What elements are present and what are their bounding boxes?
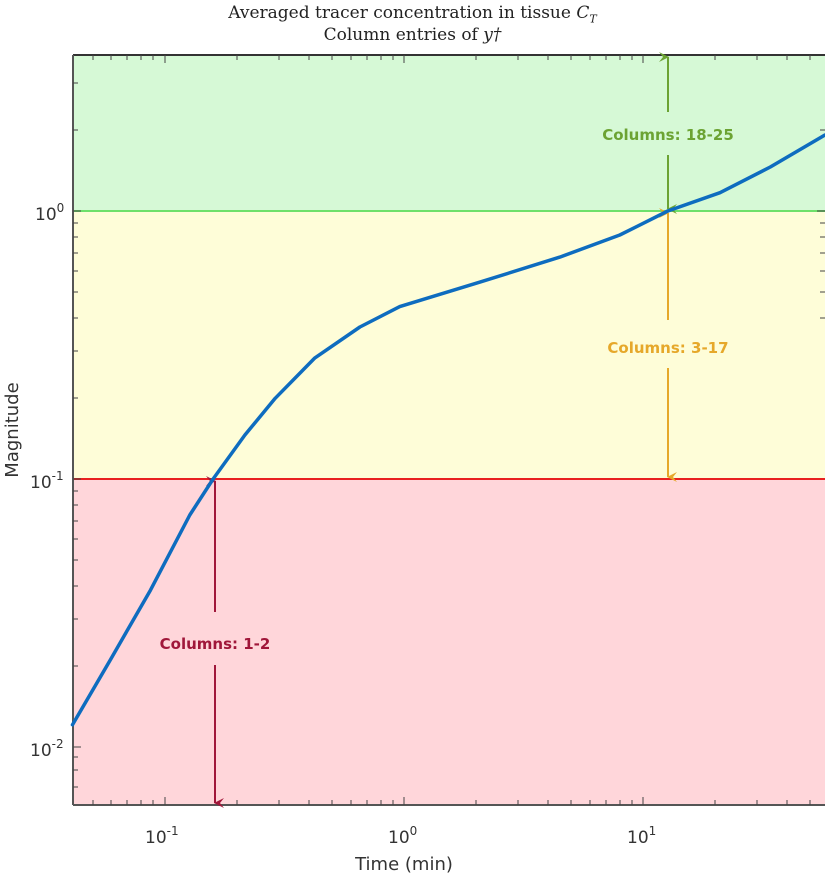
svg-text:Columns: 3-17: Columns: 3-17 — [607, 339, 728, 357]
axes — [72, 54, 825, 806]
svg-text:Columns: 18-25: Columns: 18-25 — [602, 126, 734, 144]
x-ticks — [92, 55, 811, 805]
x-tick-label: 101 — [627, 824, 656, 848]
y-axis-label: Magnitude — [2, 382, 23, 477]
x-axis-label: Time (min) — [354, 854, 453, 875]
annotation-columns-3-17: Columns: 3-17 — [607, 208, 729, 482]
data-series-line — [70, 133, 825, 727]
y-tick-label: 10-1 — [30, 469, 64, 493]
y-ticks — [73, 82, 825, 788]
chart-subtitle: Column entries of y† — [323, 25, 502, 45]
annotation-columns-18-25: Columns: 18-25 — [602, 52, 734, 214]
x-tick-label: 100 — [388, 824, 417, 848]
y-tick-label: 10-2 — [30, 737, 64, 761]
chart-title: Averaged tracer concentration in tissue … — [228, 3, 597, 26]
y-tick-labels: 10-2 10-1 100 — [30, 201, 64, 761]
svg-text:Columns: 1-2: Columns: 1-2 — [160, 635, 271, 653]
y-tick-label: 100 — [35, 201, 64, 225]
band-red — [73, 479, 825, 805]
annotation-columns-1-2: Columns: 1-2 — [160, 476, 271, 808]
x-tick-labels: 10-1 100 101 — [145, 824, 656, 848]
x-tick-label: 10-1 — [145, 824, 179, 848]
band-green — [73, 55, 825, 211]
band-yellow — [73, 211, 825, 479]
